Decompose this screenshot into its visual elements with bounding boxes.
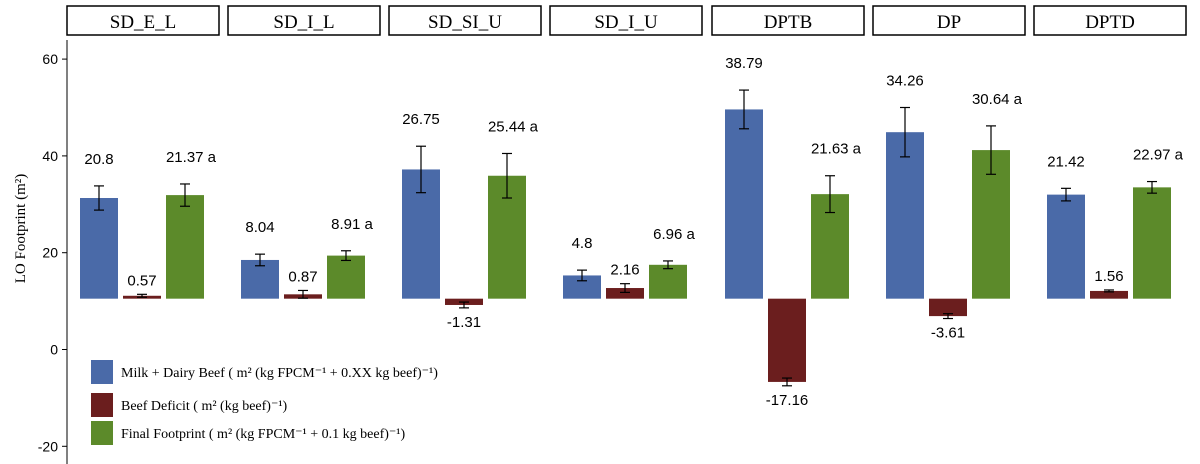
data-label-SD_SI_U-s1: -1.31	[447, 314, 481, 331]
y-tick-label-3: 40	[42, 148, 58, 164]
bar-DPTB-s1	[768, 298, 806, 382]
data-label-DPTD-s0: 21.42	[1047, 153, 1085, 170]
y-tick-label-0: -20	[38, 438, 58, 454]
panel-strip-SD_E_L	[66, 5, 220, 36]
legend-label-s0: Milk + Dairy Beef ( m² (kg FPCM⁻¹ + 0.XX…	[121, 366, 438, 381]
panel-strip-SD_SI_U	[388, 5, 542, 36]
legend-swatch-s2	[91, 421, 113, 445]
data-label-SD_E_L-s1: 0.57	[127, 272, 156, 289]
bar-SD_I_U-s1	[606, 288, 644, 299]
data-label-DPTB-s2: 21.63 a	[811, 141, 862, 158]
data-label-SD_I_U-s2: 6.96 a	[653, 226, 695, 243]
panel-title-DPTB: DPTB	[764, 12, 813, 33]
bar-SD_I_L-s0	[241, 259, 279, 299]
data-label-SD_SI_U-s0: 26.75	[402, 111, 440, 128]
bar-DPTB-s0	[725, 109, 763, 299]
panel-title-DP: DP	[937, 12, 961, 33]
panel-strip-SD_I_L	[227, 5, 381, 36]
data-label-DPTD-s1: 1.56	[1094, 268, 1123, 285]
data-label-SD_E_L-s0: 20.8	[84, 151, 113, 168]
bar-DPTD-s1	[1090, 290, 1128, 299]
legend-label-s1: Beef Deficit ( m² (kg beef)⁻¹)	[121, 399, 288, 414]
data-label-SD_I_L-s0: 8.04	[245, 219, 274, 236]
data-label-SD_SI_U-s2: 25.44 a	[488, 118, 539, 135]
legend-swatch-s0	[91, 360, 113, 384]
panel-title-DPTD: DPTD	[1085, 12, 1135, 33]
panel-title-SD_I_U: SD_I_U	[594, 12, 658, 33]
data-label-SD_I_L-s2: 8.91 a	[331, 216, 373, 233]
y-tick-label-4: 60	[42, 51, 58, 67]
data-label-DP-s2: 30.64 a	[972, 91, 1023, 108]
panel-strip-SD_I_U	[549, 5, 703, 36]
bar-SD_I_L-s2	[327, 255, 365, 299]
data-label-SD_E_L-s2: 21.37 a	[166, 149, 217, 166]
bar-SD_I_U-s2	[649, 264, 687, 299]
y-axis-label: LO Footprint (m²)	[13, 174, 29, 284]
bar-SD_E_L-s2	[166, 195, 204, 299]
panel-title-SD_I_L: SD_I_L	[273, 12, 334, 33]
bar-DPTD-s2	[1133, 187, 1171, 299]
data-label-DP-s0: 34.26	[886, 73, 924, 90]
bar-DP-s1	[929, 298, 967, 317]
panel-title-SD_SI_U: SD_SI_U	[428, 12, 502, 33]
bar-DPTD-s0	[1047, 194, 1085, 299]
legend-label-s2: Final Footprint ( m² (kg FPCM⁻¹ + 0.1 kg…	[121, 427, 405, 442]
data-label-DP-s1: -3.61	[931, 325, 965, 342]
data-label-DPTB-s1: -17.16	[766, 392, 809, 409]
bar-SD_I_U-s0	[563, 275, 601, 299]
legend-swatch-s1	[91, 393, 113, 417]
data-label-DPTB-s0: 38.79	[725, 55, 763, 72]
bar-SD_E_L-s0	[80, 198, 118, 299]
panel-strip-DP	[872, 5, 1026, 36]
bar-DP-s0	[886, 132, 924, 299]
y-tick-label-1: 0	[50, 342, 58, 358]
panel-strip-DPTB	[711, 5, 865, 36]
data-label-SD_I_U-s0: 4.8	[572, 235, 593, 252]
data-label-DPTD-s2: 22.97 a	[1133, 147, 1184, 164]
data-label-SD_I_U-s1: 2.16	[610, 262, 639, 279]
panel-title-SD_E_L: SD_E_L	[110, 12, 177, 33]
y-tick-label-2: 20	[42, 245, 58, 261]
data-label-SD_I_L-s1: 0.87	[288, 268, 317, 285]
panel-strip-DPTD	[1033, 5, 1187, 36]
